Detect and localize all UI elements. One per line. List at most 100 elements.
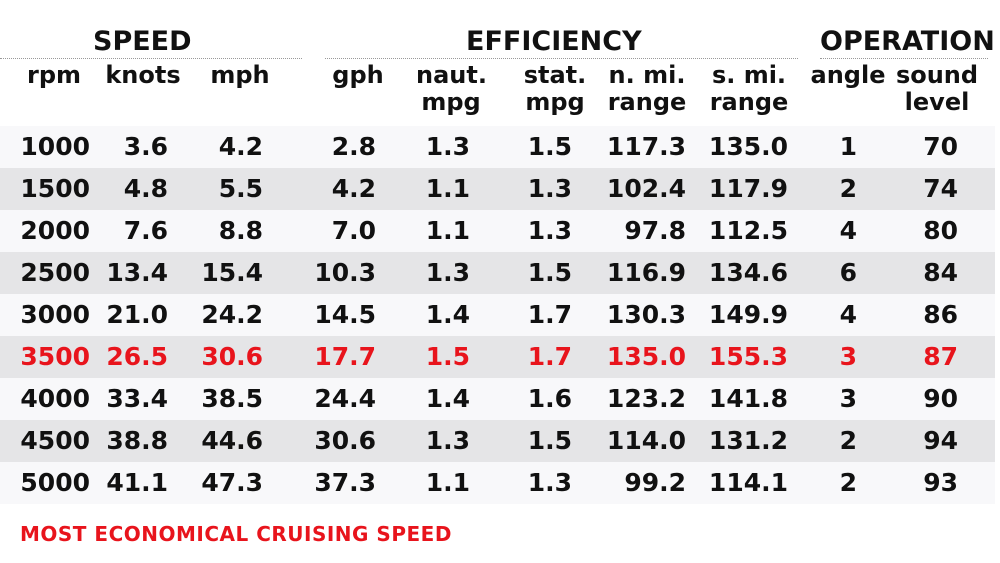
table-row: 4000 33.4 38.5 24.4 1.4 1.6 123.2 141.8 3 90 <box>0 378 995 420</box>
group-title-speed: SPEED <box>93 26 192 57</box>
table-cell: 90 <box>923 384 958 413</box>
table-cell: 1.4 <box>425 300 470 329</box>
table-row: 4500 38.8 44.6 30.6 1.3 1.5 114.0 131.2 2 94 <box>0 420 995 462</box>
column-header-stat-mpg: stat. mpg <box>523 61 587 116</box>
table-cell: 4 <box>839 300 857 329</box>
table-cell: 135.0 <box>708 132 788 161</box>
table-cell: 47.3 <box>201 468 263 497</box>
table-cell: 1.1 <box>425 174 470 203</box>
table-cell: 21.0 <box>106 300 168 329</box>
table-cell: 15.4 <box>201 258 263 287</box>
table-cell: 1 <box>839 132 857 161</box>
table-cell: 3.6 <box>123 132 168 161</box>
table-cell: 1.3 <box>425 132 470 161</box>
table-cell: 5000 <box>20 468 90 497</box>
table-cell: 1.5 <box>527 132 572 161</box>
table-cell: 84 <box>923 258 958 287</box>
table-cell: 102.4 <box>606 174 686 203</box>
table-row: 2500 13.4 15.4 10.3 1.3 1.5 116.9 134.6 6 84 <box>0 252 995 294</box>
table-cell: 123.2 <box>606 384 686 413</box>
table-cell: 10.3 <box>314 258 376 287</box>
table-cell: 1.3 <box>527 174 572 203</box>
group-divider <box>325 58 798 59</box>
table-cell: 3000 <box>20 300 90 329</box>
column-header-s-mi-range: s. mi. range <box>709 61 789 116</box>
table-cell: 149.9 <box>708 300 788 329</box>
table-cell: 1.7 <box>527 342 572 371</box>
table-cell: 87 <box>923 342 958 371</box>
column-header-rpm: rpm <box>26 61 82 89</box>
table-cell: 4.8 <box>123 174 168 203</box>
table-cell: 117.9 <box>708 174 788 203</box>
column-header-sound-level: sound level <box>895 61 979 116</box>
table-cell: 5.5 <box>218 174 263 203</box>
table-cell: 2 <box>839 174 857 203</box>
table-cell: 1.4 <box>425 384 470 413</box>
table-cell: 86 <box>923 300 958 329</box>
table-cell: 41.1 <box>106 468 168 497</box>
table-row: 5000 41.1 47.3 37.3 1.1 1.3 99.2 114.1 2 93 <box>0 462 995 504</box>
table-cell: 3 <box>839 342 857 371</box>
group-title-operation: OPERATION <box>820 26 995 57</box>
table-cell: 33.4 <box>106 384 168 413</box>
table-cell: 6 <box>839 258 857 287</box>
table-cell: 1.5 <box>527 426 572 455</box>
table-cell: 3500 <box>20 342 90 371</box>
table-cell: 155.3 <box>708 342 788 371</box>
table-cell: 4 <box>839 216 857 245</box>
column-header-n-mi-range: n. mi. range <box>607 61 687 116</box>
table-cell: 4500 <box>20 426 90 455</box>
table-cell: 1.6 <box>527 384 572 413</box>
column-header-angle: angle <box>810 61 886 89</box>
table-cell: 2500 <box>20 258 90 287</box>
table-row: 3000 21.0 24.2 14.5 1.4 1.7 130.3 149.9 4 86 <box>0 294 995 336</box>
table-cell: 17.7 <box>314 342 376 371</box>
table-cell: 4.2 <box>218 132 263 161</box>
table-row: 1000 3.6 4.2 2.8 1.3 1.5 117.3 135.0 1 70 <box>0 126 995 168</box>
table-cell: 44.6 <box>201 426 263 455</box>
column-header-gph: gph <box>332 61 384 89</box>
table-cell: 3 <box>839 384 857 413</box>
table-cell: 2 <box>839 426 857 455</box>
table-cell: 99.2 <box>624 468 686 497</box>
table-cell: 2 <box>839 468 857 497</box>
table-cell: 2000 <box>20 216 90 245</box>
table-cell: 117.3 <box>606 132 686 161</box>
table-cell: 74 <box>923 174 958 203</box>
table-cell: 114.1 <box>708 468 788 497</box>
table-cell: 141.8 <box>708 384 788 413</box>
table-cell: 37.3 <box>314 468 376 497</box>
table-cell: 130.3 <box>606 300 686 329</box>
table-cell: 1.3 <box>425 258 470 287</box>
table-cell: 80 <box>923 216 958 245</box>
column-header-knots: knots <box>105 61 181 89</box>
table-cell: 8.8 <box>218 216 263 245</box>
table-cell: 70 <box>923 132 958 161</box>
table-cell: 38.8 <box>106 426 168 455</box>
table-cell: 1.3 <box>425 426 470 455</box>
table-cell: 1000 <box>20 132 90 161</box>
column-header-naut-mpg: naut. mpg <box>416 61 487 116</box>
table-row: 1500 4.8 5.5 4.2 1.1 1.3 102.4 117.9 2 74 <box>0 168 995 210</box>
table-cell: 112.5 <box>708 216 788 245</box>
legend-most-economical: MOST ECONOMICAL CRUISING SPEED <box>20 522 452 546</box>
column-header-mph: mph <box>210 61 270 89</box>
table-cell: 94 <box>923 426 958 455</box>
table-cell: 7.0 <box>331 216 376 245</box>
table-cell: 1.1 <box>425 216 470 245</box>
table-cell: 134.6 <box>708 258 788 287</box>
table-cell: 131.2 <box>708 426 788 455</box>
table-cell: 24.2 <box>201 300 263 329</box>
table-cell: 4.2 <box>331 174 376 203</box>
table-cell: 114.0 <box>606 426 686 455</box>
table-cell: 7.6 <box>123 216 168 245</box>
table-cell: 1500 <box>20 174 90 203</box>
table-cell: 116.9 <box>606 258 686 287</box>
table-cell: 2.8 <box>331 132 376 161</box>
table-cell: 93 <box>923 468 958 497</box>
table-cell: 97.8 <box>624 216 686 245</box>
data-table-body: 1000 3.6 4.2 2.8 1.3 1.5 117.3 135.0 1 70 1500 4.8 5… <box>0 126 995 504</box>
table-cell: 1.3 <box>527 468 572 497</box>
table-cell: 30.6 <box>201 342 263 371</box>
table-cell: 4000 <box>20 384 90 413</box>
